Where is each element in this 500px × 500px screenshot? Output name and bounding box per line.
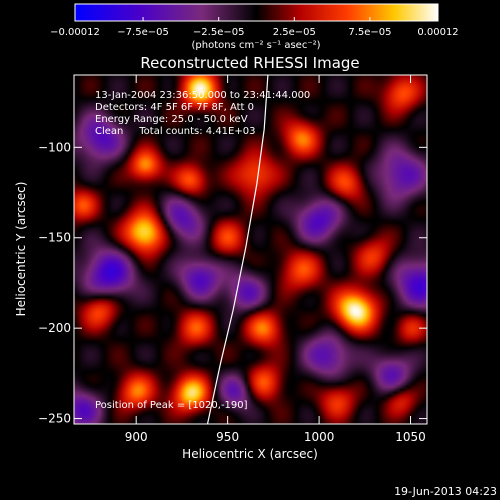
y-tick-label: −100 (38, 140, 71, 154)
colorbar (74, 3, 439, 22)
annotation-time-range: 13-Jan-2004 23:36:50.000 to 23:41:44.000 (95, 90, 310, 101)
y-axis-label: Heliocentric Y (arcsec) (14, 182, 28, 317)
colorbar-tick-label: 7.5e−05 (348, 27, 391, 38)
colorbar-ticks: −0.00012 −7.5e−05 −2.5e−05 2.5e−05 7.5e−05 0.… (50, 17, 459, 38)
x-tick-label: 1000 (304, 430, 335, 444)
x-axis-label: Heliocentric X (arcsec) (182, 447, 318, 461)
y-tick-label: −200 (38, 321, 71, 335)
image-area (74, 75, 427, 424)
colorbar-tick-label: −0.00012 (50, 27, 100, 38)
annotation-detectors: Detectors: 4F 5F 6F 7F 8F, Att 0 (95, 102, 254, 113)
peak-position-label: Position of Peak = [1020,-190] (95, 400, 248, 411)
colorbar-tick-label: 0.00012 (417, 27, 458, 38)
solar-limb-curve (206, 75, 269, 424)
y-axis-ticks: −100 −150 −200 −250 (38, 140, 427, 426)
x-tick-label: 900 (125, 430, 148, 444)
colorbar-tick-label: −2.5e−05 (193, 27, 245, 38)
x-axis-ticks: 900 950 1000 1050 (125, 75, 426, 444)
annotation-energy-range: Energy Range: 25.0 - 50.0 keV (95, 114, 248, 125)
annotation-clean-total-counts: Clean Total counts: 4.41E+03 (95, 126, 255, 137)
colorbar-tick-label: −7.5e−05 (117, 27, 169, 38)
colorbar-unit-label: (photons cm⁻² s⁻¹ asec⁻²) (191, 40, 320, 51)
colorbar-tick-label: 2.5e−05 (273, 27, 316, 38)
plot-frame (73, 74, 428, 425)
chart-title: Reconstructed RHESSI Image (140, 54, 359, 72)
date-stamp: 19-Jun-2013 04:23 (394, 485, 497, 498)
heatmap-image (74, 75, 427, 424)
x-tick-label: 1050 (395, 430, 426, 444)
y-tick-label: −150 (38, 231, 71, 245)
x-tick-label: 950 (216, 430, 239, 444)
y-tick-label: −250 (38, 412, 71, 426)
